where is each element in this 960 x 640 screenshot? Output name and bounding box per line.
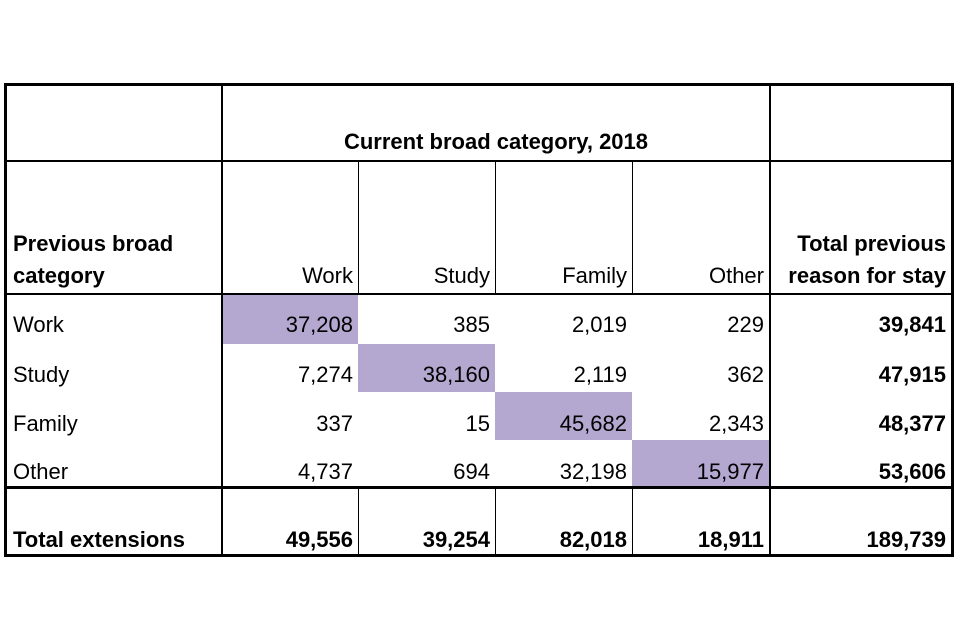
table-cell: 2,343 xyxy=(708,411,764,436)
divider xyxy=(495,160,496,294)
total-header-line2: reason for stay xyxy=(788,263,946,288)
row-header-line2: category xyxy=(13,263,105,288)
divider xyxy=(769,86,771,554)
row-total: 47,915 xyxy=(878,362,946,387)
highlight-family-family xyxy=(495,392,632,440)
row-label: Study xyxy=(13,362,70,387)
row-label: Work xyxy=(13,312,64,337)
column-header-work: Work xyxy=(302,263,353,288)
table-cell: 15 xyxy=(465,411,490,436)
highlight-other-other xyxy=(632,440,769,488)
table-cell: 4,737 xyxy=(297,459,353,484)
table-cell: 45,682 xyxy=(559,411,627,436)
table-cell: 362 xyxy=(727,362,764,387)
table-cell: 385 xyxy=(453,312,490,337)
divider xyxy=(358,160,359,294)
row-total: 53,606 xyxy=(878,459,946,484)
totals-row-label: Total extensions xyxy=(13,527,185,552)
divider xyxy=(7,293,951,295)
row-label: Other xyxy=(13,459,69,484)
table-cell: 2,119 xyxy=(573,362,627,387)
table-cell: 32,198 xyxy=(559,459,627,484)
divider xyxy=(7,160,951,162)
group-header: Current broad category, 2018 xyxy=(343,129,649,154)
table-cell: 7,274 xyxy=(297,362,353,387)
total-column-header: Total previous reason for stay xyxy=(771,228,949,292)
totals-cell: 82,018 xyxy=(559,527,627,552)
table-cell: 15,977 xyxy=(696,459,764,484)
divider xyxy=(632,160,633,294)
column-header-other: Other xyxy=(708,263,764,288)
table-cell: 229 xyxy=(727,312,764,337)
divider xyxy=(358,488,359,554)
table-cell: 694 xyxy=(453,459,490,484)
column-header-family: Family xyxy=(562,263,627,288)
row-total: 48,377 xyxy=(878,411,946,436)
row-label: Family xyxy=(13,411,78,436)
grand-total: 189,739 xyxy=(866,527,946,552)
totals-cell: 49,556 xyxy=(285,527,353,552)
row-header-label: Previous broad category xyxy=(7,228,221,292)
data-table: Current broad category, 2018 Previous br… xyxy=(4,83,954,557)
row-total: 39,841 xyxy=(878,312,946,337)
divider xyxy=(221,86,223,554)
row-header-line1: Previous broad xyxy=(13,231,174,256)
highlight-study-study xyxy=(358,344,495,392)
totals-cell: 18,911 xyxy=(697,527,764,552)
table-cell: 337 xyxy=(316,411,353,436)
column-header-study: Study xyxy=(433,263,490,288)
table-cell: 37,208 xyxy=(285,312,353,337)
highlight-work-work xyxy=(221,294,358,344)
totals-cell: 39,254 xyxy=(422,527,490,552)
table-cell: 38,160 xyxy=(422,362,490,387)
divider xyxy=(495,488,496,554)
total-header-line1: Total previous xyxy=(797,231,946,256)
table-cell: 2,019 xyxy=(571,312,627,337)
divider xyxy=(632,488,633,554)
divider xyxy=(7,486,951,489)
